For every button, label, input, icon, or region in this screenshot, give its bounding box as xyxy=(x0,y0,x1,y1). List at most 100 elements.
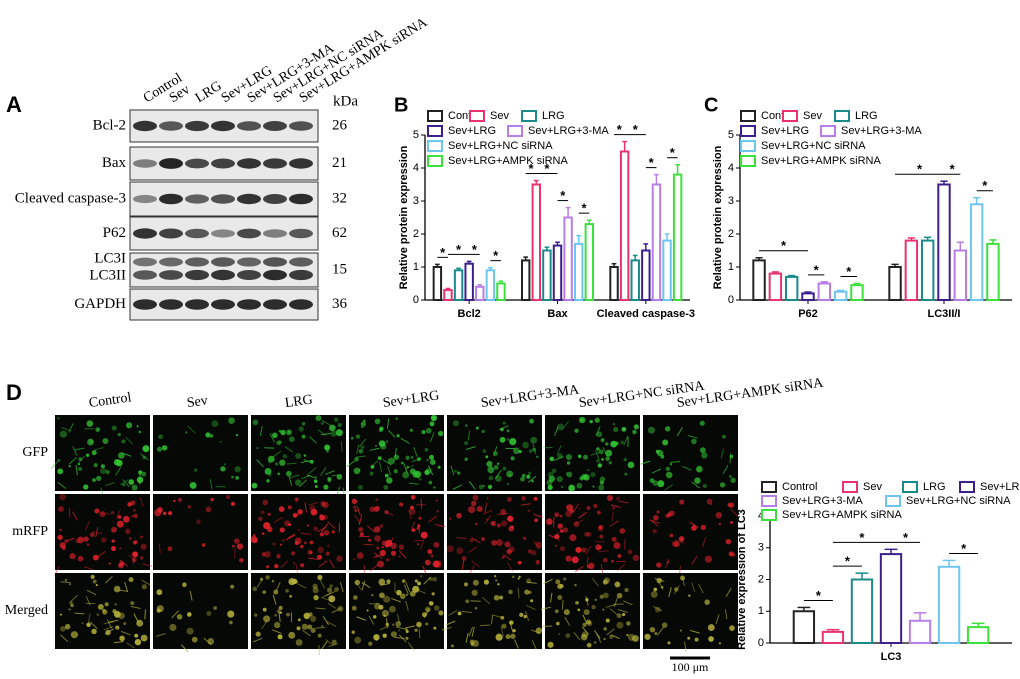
cell xyxy=(469,538,474,543)
blot-band xyxy=(237,121,261,131)
cell-process xyxy=(95,527,99,538)
cell xyxy=(609,634,614,640)
cell xyxy=(605,449,613,457)
cell xyxy=(719,482,726,488)
bar xyxy=(573,242,584,301)
cell xyxy=(277,472,280,475)
cell-process xyxy=(319,467,327,477)
cell xyxy=(411,528,416,532)
cell xyxy=(421,430,426,435)
cell-process xyxy=(363,543,374,546)
cell xyxy=(587,562,595,570)
cell xyxy=(491,540,497,546)
cell xyxy=(130,500,136,506)
cell xyxy=(97,603,104,610)
cell-process xyxy=(557,531,560,542)
cell xyxy=(644,633,651,640)
cell xyxy=(507,515,514,522)
cell xyxy=(520,476,525,482)
cell-process xyxy=(70,594,79,603)
cell xyxy=(378,440,386,447)
cell xyxy=(396,589,402,596)
cell xyxy=(574,428,579,433)
cell xyxy=(522,441,529,449)
cell-process xyxy=(617,609,628,614)
y-axis-label: Relative protein expression xyxy=(712,145,724,289)
micrograph xyxy=(545,494,640,570)
cell xyxy=(256,447,259,450)
cell-process xyxy=(60,581,71,584)
cell xyxy=(77,536,85,544)
cell xyxy=(377,456,382,461)
legend-swatch xyxy=(761,509,777,521)
cell xyxy=(296,626,301,631)
cell-process xyxy=(372,554,382,559)
bar xyxy=(953,249,968,301)
bar xyxy=(768,272,783,302)
cell xyxy=(299,563,305,568)
cell xyxy=(547,484,553,490)
blot-band xyxy=(133,159,157,168)
cell xyxy=(718,642,721,645)
cell xyxy=(557,453,563,459)
x-tick-label: Bax xyxy=(547,308,568,320)
cell xyxy=(517,560,522,565)
cell xyxy=(425,427,432,434)
cell-process xyxy=(561,421,570,430)
cell xyxy=(373,634,380,641)
blot-band xyxy=(263,158,287,169)
cell xyxy=(633,424,639,430)
cell-process xyxy=(278,611,281,622)
cell xyxy=(666,560,670,564)
cell xyxy=(547,641,554,648)
cell xyxy=(495,475,502,482)
cell xyxy=(481,537,485,542)
cell xyxy=(506,496,513,502)
legend-label: LRG xyxy=(923,481,946,493)
cell xyxy=(91,628,97,635)
cell-process xyxy=(413,539,424,542)
cell xyxy=(83,536,89,542)
cell xyxy=(493,465,499,470)
cell xyxy=(416,457,421,462)
cell xyxy=(508,589,513,595)
cell-process xyxy=(540,606,551,610)
cell-process xyxy=(441,626,452,631)
cell xyxy=(264,468,272,475)
row-label: P62 xyxy=(103,225,126,241)
cell-process xyxy=(526,581,537,584)
micrograph xyxy=(643,494,738,570)
significance-label: * xyxy=(440,245,446,260)
cell xyxy=(563,609,570,616)
cell xyxy=(471,500,477,507)
cell xyxy=(512,575,515,579)
cell xyxy=(236,543,244,550)
cell xyxy=(506,429,510,433)
cell-process xyxy=(97,550,106,558)
legend-label: Sev+LRG+AMPK siRNA xyxy=(448,155,568,167)
cell-process xyxy=(520,503,531,506)
cell xyxy=(590,472,596,478)
cell xyxy=(560,546,566,552)
blot-band xyxy=(159,228,183,239)
cell xyxy=(594,417,600,423)
cell-process xyxy=(471,537,481,544)
cell xyxy=(292,562,296,565)
cell xyxy=(500,509,507,515)
cell-process xyxy=(346,460,356,468)
cell xyxy=(487,484,493,490)
cell xyxy=(424,447,429,452)
cell-process xyxy=(465,632,469,643)
cell-process xyxy=(429,432,435,443)
cell-process xyxy=(670,461,681,463)
cell xyxy=(353,595,358,600)
cell-process xyxy=(72,446,78,456)
cell xyxy=(667,641,671,645)
cell xyxy=(565,633,571,639)
cell-process xyxy=(297,583,307,589)
cell xyxy=(213,606,218,610)
cell-process xyxy=(61,427,71,432)
cell xyxy=(395,621,402,627)
kda-value: 32 xyxy=(332,190,347,206)
cell xyxy=(706,498,713,505)
